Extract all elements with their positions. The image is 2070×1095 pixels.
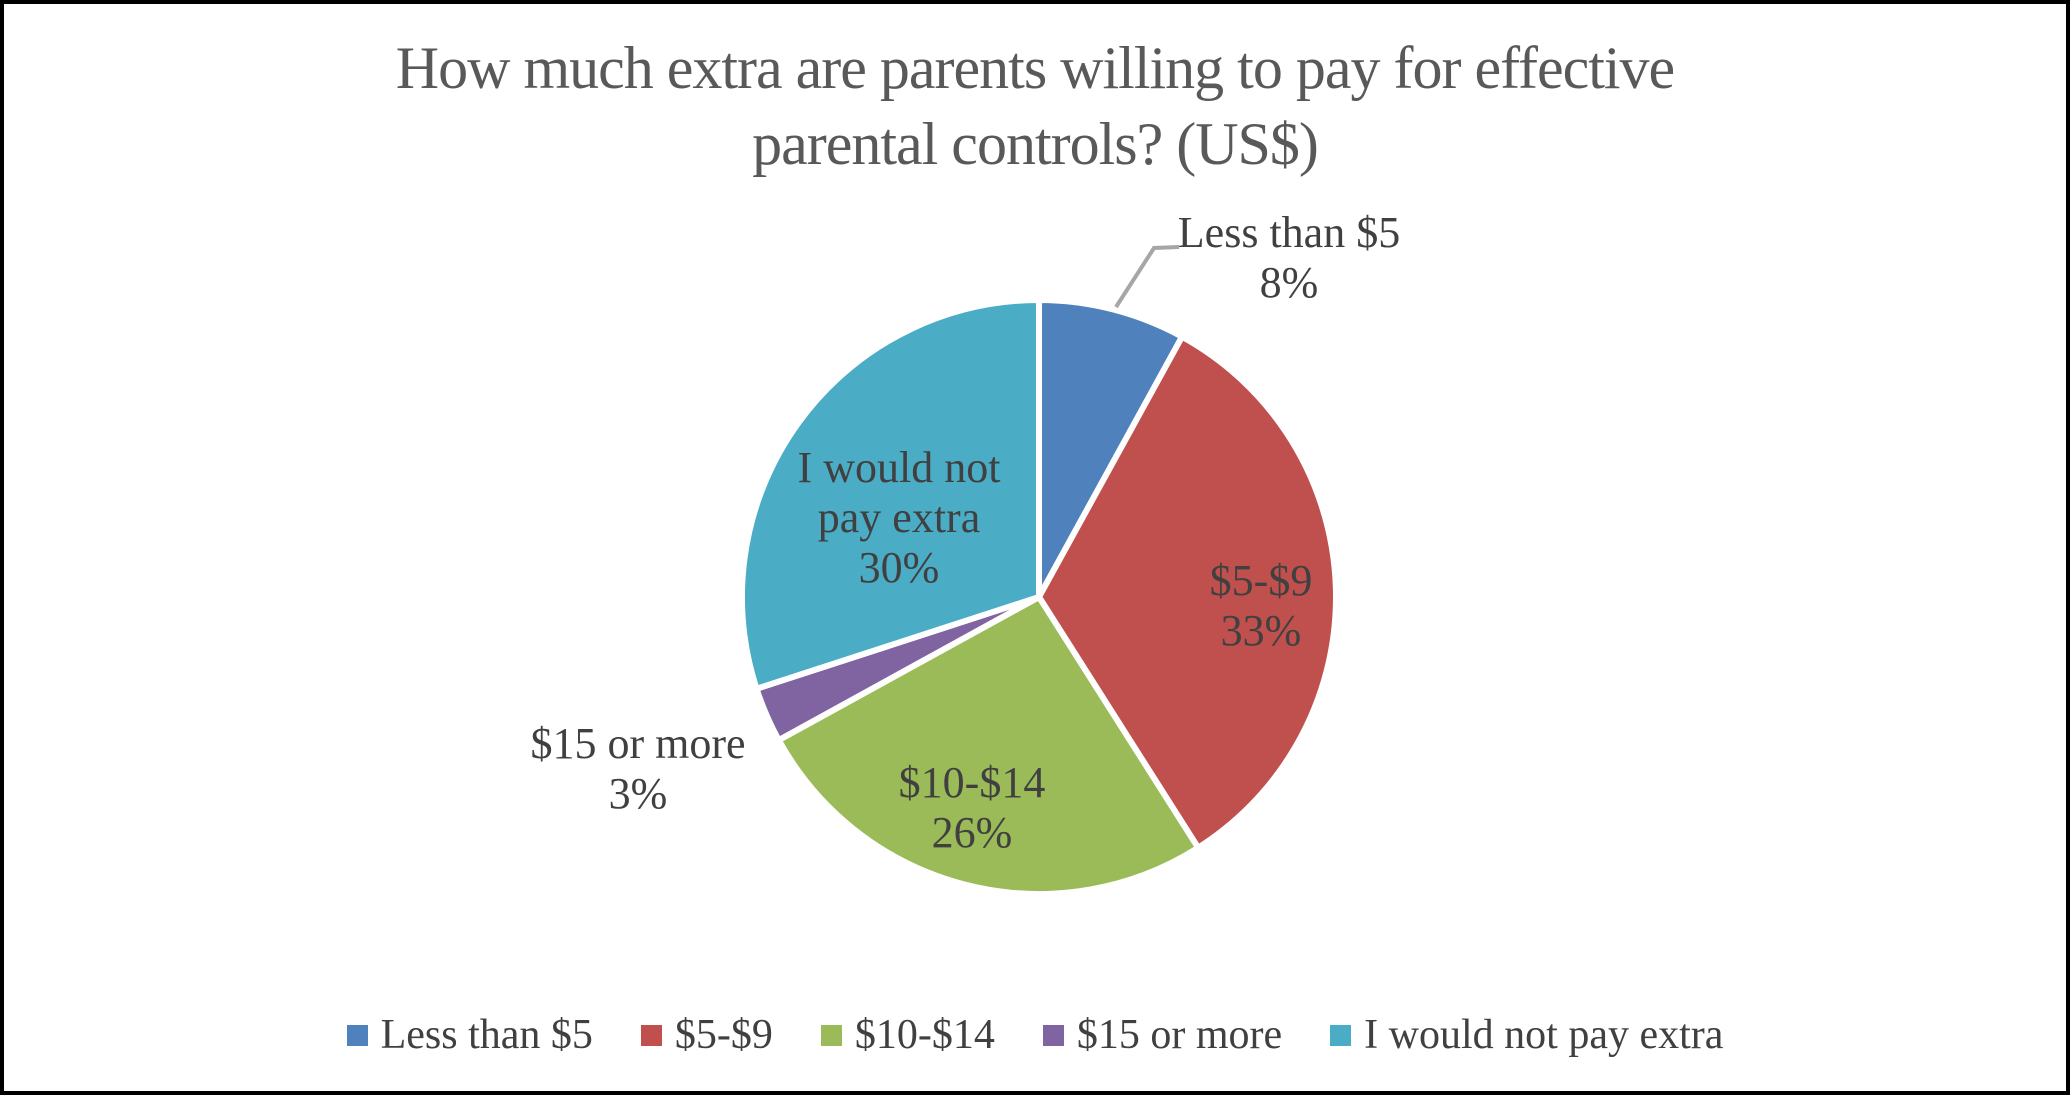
legend-item-label: $10-$14 [854,1012,995,1058]
legend-item-label: $15 or more [1076,1012,1283,1058]
pie-slice-less-than-5 [1036,297,1186,600]
legend-item-5-9: $5-$9 [640,1011,773,1059]
legend: Less than $5 $5-$9 $10-$14 $15 or more I wou… [4,1011,2066,1059]
pie-label-less-than-5-pct: 8% [1259,258,1319,307]
legend-item-i-would-not-pay-extra: I would not pay extra [1330,1011,1723,1059]
legend-swatch-icon [1330,1024,1352,1046]
pie-label-15-or-more: $15 or more 3% [530,719,745,819]
pie-label-less-than-5: Less than $5 8% [1178,208,1400,308]
legend-swatch-icon [346,1024,368,1046]
chart-title-line-2: parental controls? (US$) [752,111,1319,177]
legend-swatch-icon [640,1024,662,1046]
legend-item-label: Less than $5 [380,1012,593,1058]
pie-label-no-extra: I would not pay extra 30% [764,443,1034,593]
pie-label-5-9-name: $5-$9 [1209,556,1313,605]
pie-label-no-extra-pct: 30% [858,543,940,592]
pie-label-no-extra-name: I would not pay extra [797,443,1001,542]
legend-item-label: $5-$9 [674,1012,773,1058]
pie-label-15-or-more-name: $15 or more [530,719,746,768]
legend-item-label: I would not pay extra [1364,1012,1724,1058]
legend-item-10-14: $10-$14 [820,1011,995,1059]
pie-label-5-9-pct: 33% [1220,606,1302,655]
pie-label-less-than-5-name: Less than $5 [1177,208,1401,257]
legend-item-15-or-more: $15 or more [1042,1011,1283,1059]
pie-slice-i-would-not-pay-extra [739,297,1042,692]
chart-title: How much extra are parents willing to pa… [4,30,2066,182]
pie-label-10-14-pct: 26% [931,808,1013,857]
leader-line [1114,245,1180,309]
pie-chart [739,245,1339,897]
pie-label-10-14-name: $10-$14 [898,758,1046,807]
legend-item-less-than-5: Less than $5 [346,1011,593,1059]
legend-swatch-icon [1042,1024,1064,1046]
pie-label-15-or-more-pct: 3% [608,769,668,818]
pie-slice-10-14 [775,594,1202,897]
pie-slice-5-9 [1036,333,1339,851]
chart-title-line-1: How much extra are parents willing to pa… [395,35,1675,101]
pie-label-10-14: $10-$14 26% [899,758,1046,858]
pie-label-5-9: $5-$9 33% [1210,556,1313,656]
legend-swatch-icon [820,1024,842,1046]
